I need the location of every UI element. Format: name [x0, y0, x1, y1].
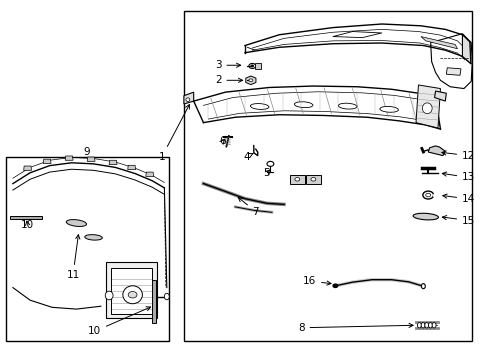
Polygon shape	[109, 160, 117, 165]
Text: 7: 7	[238, 198, 259, 217]
Ellipse shape	[105, 291, 113, 300]
Ellipse shape	[267, 161, 274, 166]
Ellipse shape	[428, 323, 432, 328]
Text: 15: 15	[442, 216, 475, 225]
Ellipse shape	[249, 63, 256, 68]
Text: 6: 6	[220, 136, 226, 146]
Ellipse shape	[186, 98, 190, 102]
Polygon shape	[146, 172, 154, 176]
Polygon shape	[43, 159, 51, 163]
Text: 16: 16	[303, 276, 331, 286]
Ellipse shape	[422, 103, 432, 114]
Ellipse shape	[250, 104, 269, 109]
Text: 9: 9	[83, 147, 90, 157]
Ellipse shape	[421, 284, 425, 289]
Text: 10: 10	[21, 220, 34, 230]
Polygon shape	[435, 91, 446, 101]
Ellipse shape	[425, 323, 429, 328]
Bar	[106, 262, 157, 318]
Bar	[184, 12, 472, 341]
Bar	[5, 157, 169, 341]
Ellipse shape	[426, 193, 431, 197]
Ellipse shape	[413, 213, 439, 220]
Ellipse shape	[85, 235, 102, 240]
Ellipse shape	[128, 292, 137, 298]
Ellipse shape	[333, 284, 338, 288]
Text: 13: 13	[442, 172, 475, 183]
Polygon shape	[152, 280, 156, 323]
Polygon shape	[87, 157, 95, 161]
Bar	[111, 268, 152, 315]
Ellipse shape	[295, 177, 300, 181]
Ellipse shape	[432, 323, 436, 328]
Polygon shape	[421, 37, 458, 49]
Polygon shape	[431, 34, 472, 89]
Ellipse shape	[380, 107, 398, 112]
Ellipse shape	[311, 177, 316, 181]
Polygon shape	[10, 216, 42, 219]
Ellipse shape	[249, 79, 253, 82]
Ellipse shape	[417, 323, 421, 328]
Ellipse shape	[339, 103, 357, 109]
Polygon shape	[428, 146, 445, 156]
Polygon shape	[65, 156, 73, 160]
Ellipse shape	[423, 191, 434, 199]
Text: 8: 8	[298, 323, 413, 333]
Text: 4: 4	[243, 152, 253, 162]
Polygon shape	[128, 165, 136, 170]
Polygon shape	[24, 166, 31, 170]
Text: 3: 3	[215, 60, 241, 70]
Text: 5: 5	[264, 168, 270, 178]
Ellipse shape	[251, 65, 254, 67]
Text: 11: 11	[66, 235, 80, 280]
Polygon shape	[246, 76, 256, 85]
Ellipse shape	[123, 286, 143, 304]
Bar	[255, 63, 261, 69]
Text: 10: 10	[88, 307, 150, 336]
Text: 12: 12	[442, 150, 475, 161]
Ellipse shape	[164, 293, 169, 300]
Text: 1: 1	[159, 104, 190, 162]
Ellipse shape	[421, 323, 425, 328]
Text: 14: 14	[443, 194, 475, 204]
Ellipse shape	[294, 102, 313, 108]
Bar	[306, 175, 321, 184]
Polygon shape	[416, 85, 441, 128]
Ellipse shape	[66, 220, 87, 226]
Text: 2: 2	[215, 75, 243, 85]
Polygon shape	[463, 35, 471, 63]
Polygon shape	[446, 68, 461, 75]
Bar	[290, 175, 305, 184]
Polygon shape	[184, 92, 194, 104]
